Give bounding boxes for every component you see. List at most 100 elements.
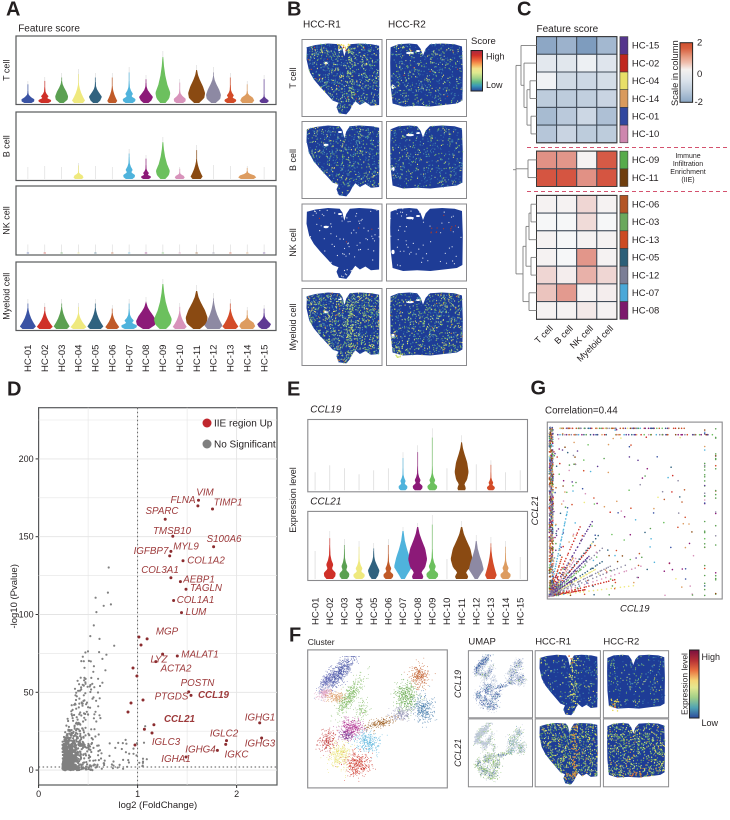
svg-text:IGHG1: IGHG1	[245, 713, 276, 724]
svg-text:HC-03: HC-03	[340, 598, 351, 625]
svg-text:MYL9: MYL9	[173, 542, 199, 553]
svg-text:HC-10: HC-10	[442, 598, 453, 625]
svg-text:Immune: Immune	[675, 153, 700, 160]
svg-text:HC-08: HC-08	[632, 306, 659, 317]
svg-text:FLNA: FLNA	[170, 495, 196, 506]
svg-text:Feature score: Feature score	[18, 24, 80, 35]
svg-text:Expression level: Expression level	[288, 467, 298, 533]
svg-text:COL1A2: COL1A2	[187, 556, 225, 567]
svg-text:HC-09: HC-09	[428, 598, 439, 625]
svg-text:HC-11: HC-11	[457, 598, 468, 625]
svg-text:HC-02: HC-02	[40, 345, 51, 372]
svg-text:CCL21: CCL21	[453, 739, 463, 767]
svg-text:S100A6: S100A6	[207, 534, 242, 545]
svg-text:CCL19: CCL19	[453, 670, 463, 698]
svg-text:NK cell: NK cell	[2, 206, 12, 235]
svg-text:T cell: T cell	[2, 60, 12, 81]
svg-text:150: 150	[19, 532, 34, 542]
svg-text:HC-12: HC-12	[209, 345, 220, 372]
svg-text:LYZ: LYZ	[150, 655, 168, 666]
svg-text:100: 100	[19, 610, 34, 620]
svg-text:HC-08: HC-08	[141, 345, 152, 372]
svg-text:HC-05: HC-05	[91, 345, 102, 372]
svg-text:HC-13: HC-13	[486, 598, 497, 625]
svg-text:-2: -2	[695, 97, 703, 108]
svg-text:T cell: T cell	[288, 67, 298, 88]
svg-text:HCC-R1: HCC-R1	[535, 637, 571, 648]
svg-text:HC-12: HC-12	[471, 598, 482, 625]
svg-text:IIE region Up: IIE region Up	[214, 419, 273, 430]
svg-text:CCL19: CCL19	[198, 690, 230, 701]
svg-text:Cluster: Cluster	[308, 637, 335, 647]
svg-text:HC-05: HC-05	[369, 598, 380, 625]
svg-text:HC-15: HC-15	[632, 41, 659, 52]
svg-text:MGP: MGP	[156, 627, 179, 638]
svg-text:COL1A1: COL1A1	[177, 595, 215, 606]
svg-text:B cell: B cell	[2, 135, 12, 157]
svg-text:CCL21: CCL21	[530, 496, 541, 526]
svg-text:0: 0	[29, 765, 34, 775]
svg-text:200: 200	[19, 454, 34, 464]
svg-text:HC-09: HC-09	[158, 345, 169, 372]
svg-text:HC-04: HC-04	[354, 598, 365, 625]
svg-text:ACTA2: ACTA2	[160, 664, 192, 675]
svg-text:D: D	[7, 379, 21, 401]
svg-text:IGLC3: IGLC3	[152, 737, 181, 748]
svg-text:1: 1	[135, 789, 140, 799]
svg-text:UMAP: UMAP	[468, 637, 495, 648]
svg-text:HC-14: HC-14	[242, 345, 253, 372]
svg-text:Low: Low	[486, 80, 503, 90]
svg-text:HC-02: HC-02	[632, 58, 659, 69]
svg-text:Low: Low	[702, 718, 719, 728]
svg-text:High: High	[486, 52, 505, 62]
svg-text:HC-03: HC-03	[57, 345, 68, 372]
svg-text:TAGLN: TAGLN	[190, 583, 223, 594]
svg-text:HC-07: HC-07	[632, 288, 659, 299]
svg-text:HC-01: HC-01	[310, 598, 321, 625]
svg-text:POSTN: POSTN	[181, 678, 216, 689]
svg-text:HC-14: HC-14	[501, 598, 512, 625]
svg-text:HC-11: HC-11	[192, 345, 203, 372]
svg-text:HC-09: HC-09	[632, 155, 659, 166]
svg-text:C: C	[517, 0, 531, 21]
svg-text:HC-01: HC-01	[23, 345, 34, 372]
svg-text:IGLC2: IGLC2	[210, 729, 239, 740]
svg-text:TMSB10: TMSB10	[153, 526, 192, 537]
svg-text:Enrichment: Enrichment	[670, 169, 705, 176]
svg-text:0: 0	[36, 789, 41, 799]
svg-text:AEBP1: AEBP1	[182, 575, 215, 586]
svg-text:HC-15: HC-15	[515, 598, 526, 625]
svg-text:IGHG4: IGHG4	[185, 745, 216, 756]
svg-text:IGHG3: IGHG3	[245, 739, 276, 750]
svg-text:CCL21: CCL21	[310, 497, 341, 508]
svg-text:CCL19: CCL19	[310, 405, 342, 416]
svg-text:Infiltration: Infiltration	[673, 161, 703, 168]
svg-text:HCC-R1: HCC-R1	[303, 20, 341, 31]
svg-text:IGKC: IGKC	[225, 750, 250, 761]
svg-text:NK cell: NK cell	[288, 228, 298, 257]
svg-text:E: E	[287, 379, 300, 401]
svg-text:HC-06: HC-06	[107, 345, 118, 372]
svg-text:HC-15: HC-15	[259, 345, 270, 372]
svg-text:HCC-R2: HCC-R2	[603, 637, 639, 648]
svg-text:VIM: VIM	[196, 488, 214, 499]
svg-text:2: 2	[234, 789, 239, 799]
svg-text:HC-07: HC-07	[124, 345, 135, 372]
svg-text:HC-08: HC-08	[413, 598, 424, 625]
svg-text:HCC-R2: HCC-R2	[388, 20, 426, 31]
svg-text:High: High	[702, 652, 721, 662]
svg-text:(IIE): (IIE)	[681, 177, 694, 184]
svg-text:PTGDS: PTGDS	[155, 692, 189, 703]
svg-text:Score: Score	[471, 36, 496, 47]
svg-text:HC-04: HC-04	[74, 345, 85, 372]
svg-text:HC-05: HC-05	[632, 253, 659, 264]
svg-text:SPARC: SPARC	[145, 506, 179, 517]
svg-text:HC-06: HC-06	[632, 199, 659, 210]
svg-text:Expression level: Expression level	[680, 653, 690, 715]
svg-text:HC-14: HC-14	[632, 94, 659, 105]
svg-text:HC-13: HC-13	[632, 235, 659, 246]
svg-text:HC-10: HC-10	[632, 129, 659, 140]
svg-text:Myeloid cell: Myeloid cell	[2, 273, 12, 320]
svg-text:Myeloid cell: Myeloid cell	[288, 303, 298, 350]
svg-text:F: F	[289, 625, 301, 647]
